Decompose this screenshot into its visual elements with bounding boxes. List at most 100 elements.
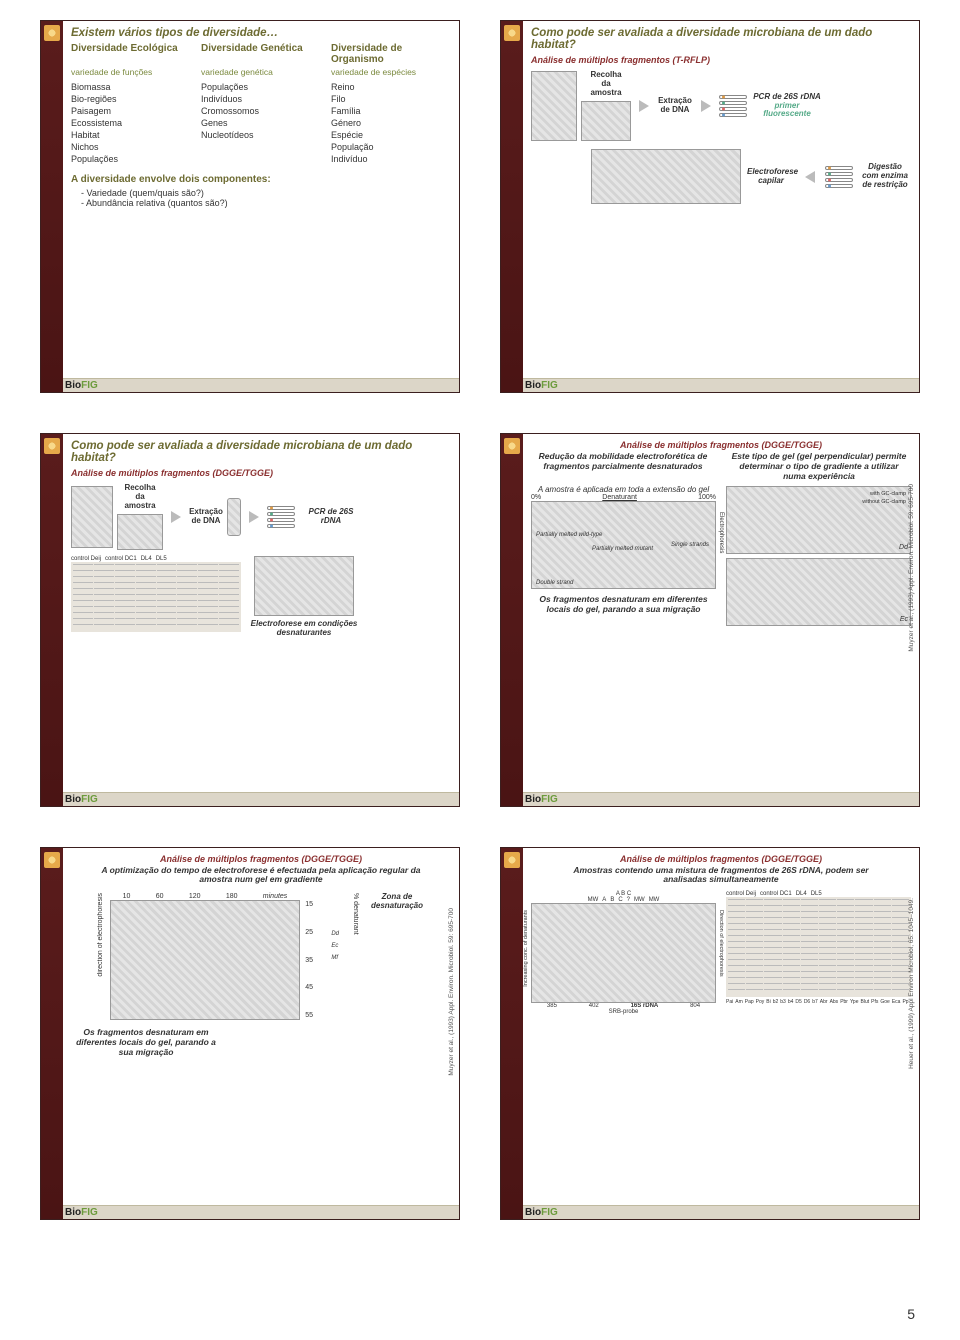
tube-icon	[719, 95, 747, 99]
c: Populações	[71, 154, 191, 164]
c: Ecossistema	[71, 118, 191, 128]
slide5-subtitle: A optimização do tempo de electroforese …	[91, 866, 431, 886]
gel-lane	[801, 899, 818, 995]
sample-photo2	[117, 514, 163, 550]
arrow-icon	[701, 100, 711, 112]
slide-sidebar	[41, 21, 63, 392]
species-code: D5	[795, 999, 801, 1005]
right-gel-panel: control Deij control DC1 DL4 DL5 PaiAmPa…	[726, 891, 911, 1015]
c: Indivíduo	[331, 154, 451, 164]
gel-lane	[115, 564, 135, 630]
gel-lane	[94, 564, 114, 630]
lane-label: control DC1	[760, 891, 792, 897]
side-left: Increasing conc. of denaturants	[523, 910, 529, 987]
slide4-title: Análise de múltiplos fragmentos (DGGE/TG…	[531, 440, 911, 450]
species-code: Pfs	[871, 999, 878, 1005]
arrow-icon	[249, 511, 259, 523]
partial-mutant: Partially melted mutant	[592, 546, 653, 552]
c: Família	[331, 106, 451, 116]
sp: Ec	[331, 943, 339, 949]
slide-sidebar	[41, 434, 63, 805]
pcr-tubes	[267, 506, 295, 528]
workflow-top: Recolha da amostra Extração de DNA PCR d…	[531, 71, 911, 141]
diversity-table: Diversidade Ecológica Diversidade Genéti…	[71, 43, 451, 164]
slide-footer	[41, 1205, 459, 1219]
col2-sub: variedade genética	[201, 67, 321, 77]
species-code: Eca	[892, 999, 901, 1005]
gel-lane	[198, 564, 218, 630]
col3-sub: variedade de espécies	[331, 67, 451, 77]
dna-label: Extração de DNA	[657, 97, 693, 115]
component-2-text: Abundância relativa (quantos são?)	[86, 198, 228, 208]
tube-icon	[227, 498, 241, 536]
gel-lane	[157, 564, 177, 630]
sample-label: Recolha da amostra	[121, 484, 159, 510]
c: Nucleotídeos	[201, 130, 321, 140]
min: 60	[156, 893, 164, 900]
partial-wild: Partially melted wild-type	[536, 532, 602, 538]
digest-label: Digestão com enzima de restrição	[859, 163, 911, 189]
slide-footer	[41, 378, 459, 392]
dna-label: Extração de DNA	[189, 508, 223, 526]
gel-lane	[728, 899, 745, 995]
col1-header: Diversidade Ecológica	[71, 43, 191, 65]
gel-image	[71, 562, 241, 632]
col3-header: Diversidade de Organismo	[331, 43, 451, 65]
component-2: - Abundância relativa (quantos são?)	[81, 198, 451, 208]
gel-lane	[855, 899, 872, 995]
c: Reino	[331, 82, 451, 92]
dgge-diagram: A amostra é aplicada em toda a extensão …	[531, 486, 716, 802]
slide5-title: Análise de múltiplos fragmentos (DGGE/TG…	[71, 854, 451, 864]
citation: Muyzer et al., (1993) Appl. Environ. Mic…	[908, 484, 915, 652]
left-gel-panel: A B C MW A B C ? MW MW Increasing co	[531, 891, 716, 1015]
species-code: Pap	[745, 999, 754, 1005]
species-code: Pbr	[840, 999, 848, 1005]
min: 120	[189, 893, 201, 900]
minutes-label: minutes	[263, 893, 288, 900]
citation: Heuer et al., (1999) Appl Environ Microb…	[908, 898, 915, 1069]
col2-header: Diversidade Genética	[201, 43, 321, 65]
pct: 25	[305, 929, 313, 936]
biofig-logo: BioFIG	[525, 1207, 558, 1218]
species-code: b4	[788, 999, 794, 1005]
electro-label: Electroforese em condições desnaturantes	[249, 620, 359, 638]
digest-tubes	[825, 166, 853, 188]
min: 180	[226, 893, 238, 900]
biofig-logo: BioFIG	[65, 794, 98, 805]
species-code: Blut	[861, 999, 870, 1005]
c: Indivíduos	[201, 94, 321, 104]
lane-label: control Deij	[726, 891, 756, 897]
tube-icon	[825, 178, 853, 182]
c: Paisagem	[71, 106, 191, 116]
time-gel-image: 15 25 35 45 55 Dd Ec Mf	[110, 900, 300, 1020]
sp: Dd	[331, 931, 339, 937]
legend-1: with GC-clamp	[870, 491, 906, 497]
c: Habitat	[71, 130, 191, 140]
slide3-workflow: Recolha da amostra Extração de DNA PCR d…	[71, 484, 451, 549]
bn: 402	[589, 1003, 599, 1009]
slide-footer	[41, 792, 459, 806]
slide-sidebar	[501, 434, 523, 805]
tube-icon	[719, 107, 747, 111]
tube-icon	[825, 184, 853, 188]
c: Biomassa	[71, 82, 191, 92]
c: População	[331, 142, 451, 152]
gel-lane	[892, 899, 909, 995]
species-code: Ype	[850, 999, 859, 1005]
pcr-l1: PCR de 26S rDNA	[753, 92, 821, 101]
slide-sidebar	[501, 21, 523, 392]
gel-lane	[874, 899, 891, 995]
species-code: b3	[780, 999, 786, 1005]
species-code: b2	[773, 999, 779, 1005]
srb-probe: SRB-probe	[531, 1009, 716, 1015]
c: Bio-regiões	[71, 94, 191, 104]
biofig-logo: BioFIG	[525, 380, 558, 391]
slide-sidebar	[41, 848, 63, 1219]
components-block: A diversidade envolve dois componentes: …	[71, 174, 451, 208]
slide6-subtitle: Amostras contendo uma mistura de fragmen…	[551, 866, 891, 886]
graph-label-dd: Dd	[899, 544, 908, 551]
electropherogram-image	[591, 149, 741, 204]
denat-axis-label: % denaturant	[352, 893, 359, 935]
slide-footer	[501, 1205, 919, 1219]
graph-ec: Ec	[726, 558, 911, 626]
